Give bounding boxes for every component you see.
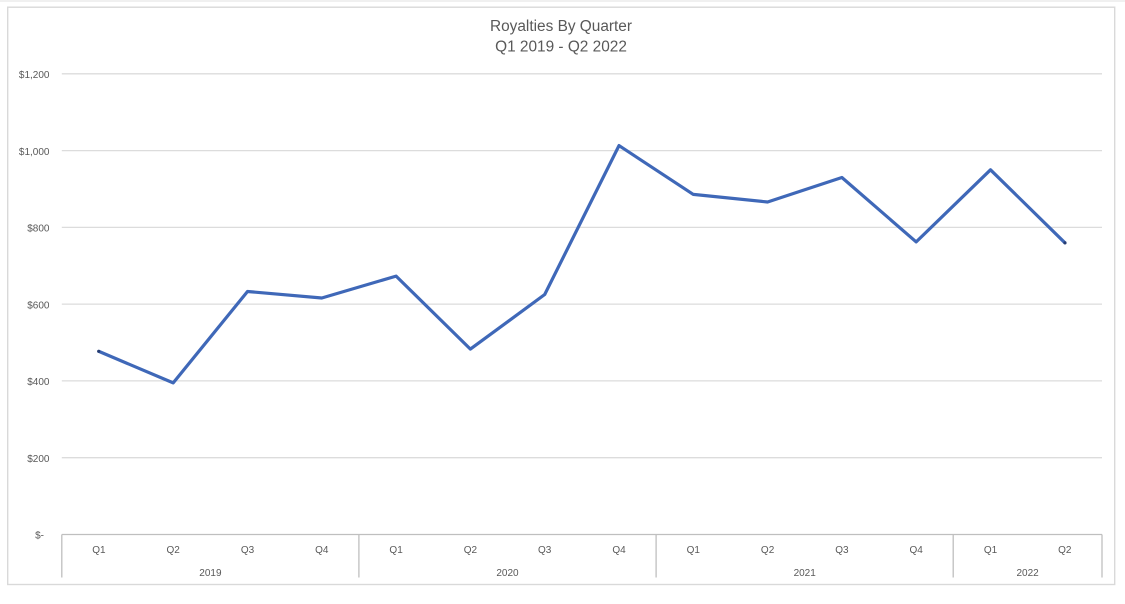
svg-text:Q1: Q1 [687, 545, 701, 556]
svg-text:Q4: Q4 [315, 545, 329, 556]
svg-text:$400: $400 [27, 377, 50, 388]
svg-text:Q1 2019 - Q2 2022: Q1 2019 - Q2 2022 [495, 39, 627, 56]
svg-text:Q4: Q4 [612, 545, 626, 556]
svg-text:$800: $800 [27, 224, 50, 235]
svg-text:Q3: Q3 [538, 545, 552, 556]
svg-text:Royalties By Quarter: Royalties By Quarter [490, 18, 632, 35]
svg-text:Q3: Q3 [241, 545, 255, 556]
svg-text:2022: 2022 [1016, 568, 1039, 579]
svg-text:Q1: Q1 [92, 545, 106, 556]
svg-text:Q4: Q4 [910, 545, 924, 556]
svg-text:$1,000: $1,000 [19, 147, 50, 158]
svg-text:Q1: Q1 [389, 545, 403, 556]
svg-text:Q3: Q3 [835, 545, 849, 556]
svg-text:$600: $600 [27, 300, 50, 311]
svg-text:$200: $200 [27, 454, 50, 465]
svg-text:Q2: Q2 [761, 545, 775, 556]
svg-text:Q2: Q2 [1058, 545, 1072, 556]
svg-text:2021: 2021 [794, 568, 817, 579]
svg-text:Q2: Q2 [167, 545, 181, 556]
svg-text:Q1: Q1 [984, 545, 998, 556]
svg-text:2020: 2020 [496, 568, 519, 579]
svg-text:Q2: Q2 [464, 545, 478, 556]
svg-text:$-: $- [35, 531, 44, 542]
svg-text:2019: 2019 [199, 568, 222, 579]
svg-text:$1,200: $1,200 [19, 70, 50, 81]
